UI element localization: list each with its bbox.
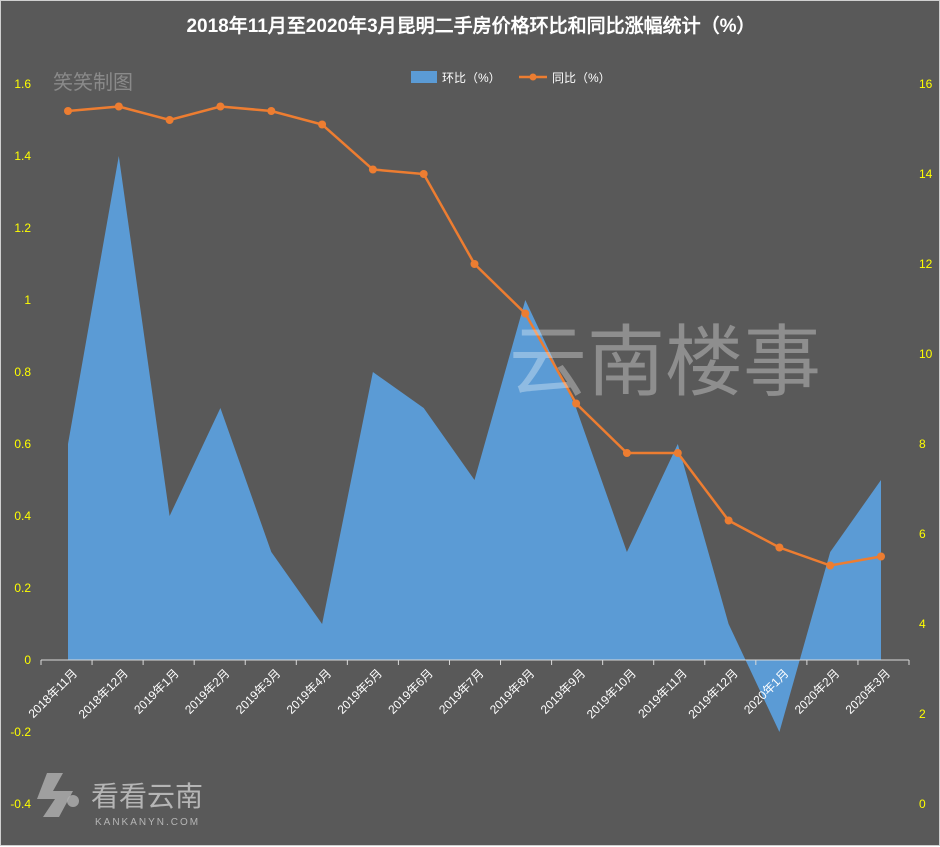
logo-url-text: KANKANYN.COM <box>95 817 200 828</box>
x-axis-category-label: 2019年3月 <box>233 666 283 716</box>
left-axis-tick-label: -0.2 <box>10 725 31 739</box>
area-series-group <box>68 156 881 732</box>
line-point-1 <box>115 103 123 111</box>
watermark-center: 云南楼事 <box>509 318 821 408</box>
left-axis-tick-label: 0.8 <box>14 365 31 379</box>
left-axis-tick-label: 0 <box>24 653 31 667</box>
line-point-4 <box>267 107 275 115</box>
right-axis-tick-label: 0 <box>919 797 926 811</box>
left-axis-tick-label: 0.4 <box>14 509 31 523</box>
x-axis-category-label: 2019年12月 <box>686 666 741 721</box>
line-point-13 <box>725 517 733 525</box>
right-axis-ticks: 16 14 12 10 8 6 4 2 0 <box>919 77 933 811</box>
line-point-12 <box>674 449 682 457</box>
x-axis-category-label: 2020年2月 <box>792 666 842 716</box>
right-axis-tick-label: 12 <box>919 257 933 271</box>
line-point-5 <box>318 121 326 129</box>
line-point-2 <box>166 116 174 124</box>
legend-area-swatch <box>411 71 437 83</box>
left-axis-tick-label: 1.4 <box>14 149 31 163</box>
line-point-15 <box>826 562 834 570</box>
line-point-3 <box>216 103 224 111</box>
left-axis-tick-label: 0.6 <box>14 437 31 451</box>
legend-label-line: 同比（%） <box>552 71 611 85</box>
line-point-6 <box>369 166 377 174</box>
left-axis-tick-label: 1.6 <box>14 77 31 91</box>
x-axis-category-label: 2019年8月 <box>487 666 537 716</box>
left-axis-tick-label: 1.2 <box>14 221 31 235</box>
watermark-top-left: 笑笑制图 <box>53 70 133 94</box>
left-axis-tick-label: -0.4 <box>10 797 31 811</box>
area-series-huanbi <box>68 156 881 732</box>
x-axis-category-label: 2020年3月 <box>843 666 893 716</box>
line-point-14 <box>775 544 783 552</box>
x-axis-category-label: 2019年5月 <box>335 666 385 716</box>
right-axis-tick-label: 2 <box>919 707 926 721</box>
left-axis-tick-label: 1 <box>24 293 31 307</box>
line-point-9 <box>521 310 529 318</box>
legend: 环比（%） 同比（%） <box>411 71 611 85</box>
right-axis-tick-label: 16 <box>919 77 933 91</box>
right-axis-tick-label: 8 <box>919 437 926 451</box>
line-point-7 <box>420 170 428 178</box>
x-axis-category-label: 2019年9月 <box>538 666 588 716</box>
right-axis-tick-label: 6 <box>919 527 926 541</box>
x-axis-category-label: 2019年4月 <box>284 666 334 716</box>
x-axis-category-label: 2019年1月 <box>131 666 181 716</box>
x-axis-category-label: 2019年7月 <box>436 666 486 716</box>
legend-label-area: 环比（%） <box>442 71 501 85</box>
x-axis-category-label: 2018年12月 <box>76 666 131 721</box>
x-axis-category-label: 2019年10月 <box>584 666 639 721</box>
left-axis-ticks: 1.6 1.4 1.2 1 0.8 0.6 0.4 0.2 0 -0.2 -0.4 <box>10 77 31 811</box>
logo-name-text: 看看云南 <box>91 780 203 813</box>
right-axis-tick-label: 10 <box>919 347 933 361</box>
x-axis-category-label: 2019年6月 <box>385 666 435 716</box>
line-point-8 <box>471 260 479 268</box>
right-axis-tick-label: 14 <box>919 167 933 181</box>
kankan-logo-icon <box>37 773 79 817</box>
left-axis-tick-label: 0.2 <box>14 581 31 595</box>
line-point-0 <box>64 107 72 115</box>
legend-line-marker <box>530 74 537 81</box>
right-axis-tick-label: 4 <box>919 617 926 631</box>
x-axis-category-label: 2018年11月 <box>26 666 81 721</box>
x-axis-category-label: 2019年11月 <box>635 666 690 721</box>
line-point-16 <box>877 553 885 561</box>
line-point-11 <box>623 449 631 457</box>
x-axis-category-label: 2019年2月 <box>182 666 232 716</box>
